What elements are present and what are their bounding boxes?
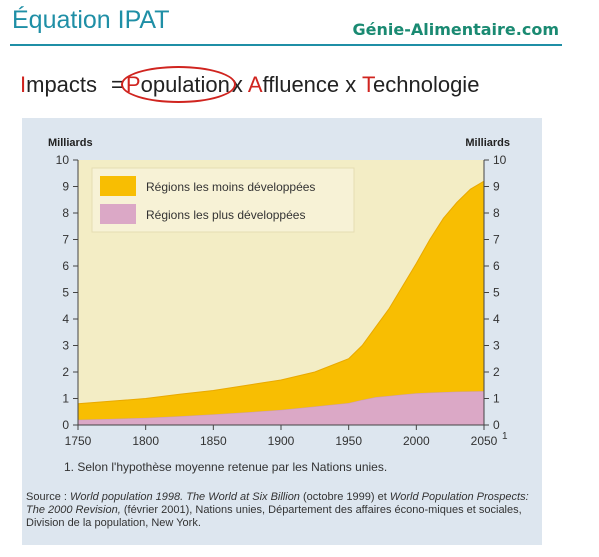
y-tick-label-left: 7 xyxy=(62,233,69,247)
x-axis-note: 1 xyxy=(502,431,508,442)
y-axis-label-right: Milliards xyxy=(465,137,510,149)
y-tick-label-left: 0 xyxy=(62,418,69,432)
y-tick-label-right: 7 xyxy=(493,233,500,247)
x-tick-label: 2000 xyxy=(403,434,430,448)
y-tick-label-left: 2 xyxy=(62,365,69,379)
site-brand[interactable]: Génie-Alimentaire.com xyxy=(352,20,559,39)
legend-label-0: Régions les plus développées xyxy=(146,208,305,222)
y-tick-label-right: 10 xyxy=(493,153,507,167)
times-sign-2: x xyxy=(345,72,357,97)
y-axis-label-left: Milliards xyxy=(48,137,93,149)
chart-footnote: 1. Selon l'hypothèse moyenne retenue par… xyxy=(64,460,388,474)
affluence-initial: A xyxy=(247,72,263,97)
y-tick-label-right: 8 xyxy=(493,206,500,220)
population-ellipse xyxy=(120,66,236,103)
x-tick-label: 2050 xyxy=(471,434,498,448)
x-tick-label: 1750 xyxy=(65,434,92,448)
area-series-1-edge xyxy=(77,180,485,405)
page-title: Équation IPAT xyxy=(12,6,170,34)
impacts-word: mpacts xyxy=(26,72,98,97)
technologie-initial: T xyxy=(362,72,373,97)
source-text-1: (octobre 1999) et xyxy=(303,491,387,503)
y-tick-label-left: 3 xyxy=(62,339,69,353)
y-tick-label-right: 1 xyxy=(493,392,500,406)
impacts-initial: I xyxy=(20,72,27,97)
y-tick-label-right: 0 xyxy=(493,418,500,432)
y-tick-label-left: 6 xyxy=(62,259,69,273)
header-divider xyxy=(10,44,562,46)
y-tick-label-right: 9 xyxy=(493,180,500,194)
source-text-2: (février 2001), Nations unies, Départeme… xyxy=(26,504,522,529)
y-tick-label-left: 5 xyxy=(62,286,69,300)
technologie-word: echnologie xyxy=(373,72,480,97)
y-tick-label-left: 1 xyxy=(62,392,69,406)
y-tick-label-right: 3 xyxy=(493,339,500,353)
y-tick-label-right: 5 xyxy=(493,286,500,300)
source-title-1: World population 1998. The World at Six … xyxy=(70,491,300,503)
x-tick-label: 1900 xyxy=(268,434,295,448)
source-label: Source : xyxy=(26,491,67,503)
legend-swatch-0 xyxy=(100,204,136,224)
x-tick-label: 1800 xyxy=(132,434,159,448)
legend-label-1: Régions les moins développées xyxy=(146,180,315,194)
population-chart-panel: 0 0 1 1 2 2 3 3 4 4 5 5 6 6 7 7 8 8 9 9 10 10 1750 1800 1850 1900… xyxy=(22,118,542,545)
y-tick-label-left: 8 xyxy=(62,206,69,220)
ipat-equation: Impacts = Populationx Affluence x Technolo… xyxy=(20,66,480,103)
chart-source: Source : World population 1998. The Worl… xyxy=(26,491,538,530)
y-tick-label-left: 10 xyxy=(56,153,70,167)
y-tick-label-right: 6 xyxy=(493,259,500,273)
equals-sign: = xyxy=(111,72,124,97)
source-title-2: World Population Prospects: The 2000 Rev… xyxy=(26,491,529,516)
y-tick-label-right: 2 xyxy=(493,365,500,379)
area-series-1 xyxy=(78,181,484,420)
y-tick-label-right: 4 xyxy=(493,312,500,326)
legend-swatch-1 xyxy=(100,176,136,196)
times-sign-1: x xyxy=(231,72,243,97)
affluence-word: ffluence xyxy=(262,72,340,97)
x-tick-label: 1950 xyxy=(335,434,362,448)
y-tick-label-left: 4 xyxy=(62,312,69,326)
y-tick-label-left: 9 xyxy=(62,180,69,194)
x-tick-label: 1850 xyxy=(200,434,227,448)
population-highlight: Population xyxy=(120,66,236,103)
